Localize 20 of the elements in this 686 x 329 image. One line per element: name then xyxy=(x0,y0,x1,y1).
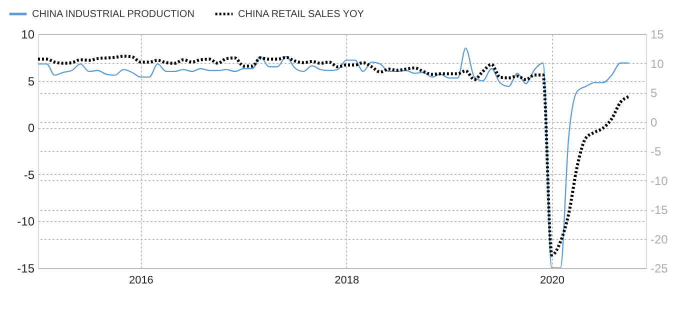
y-tick-label: -10 xyxy=(17,214,35,229)
y2-tick-label: 0 xyxy=(650,115,658,130)
y-tick-label: 0 xyxy=(28,121,35,136)
x-tick-label: 2016 xyxy=(128,274,154,286)
y-tick-label: 5 xyxy=(28,74,35,88)
y-tick-label: -5 xyxy=(24,168,35,182)
y2-tick-label: -25 xyxy=(650,262,668,276)
x-tick-label: 2018 xyxy=(334,274,360,286)
y2-tick-label: 10 xyxy=(650,56,664,71)
x-tick-label: 2020 xyxy=(540,274,564,286)
y-tick-label: 10 xyxy=(21,28,35,42)
y2-tick-label: -20 xyxy=(650,232,668,246)
y2-tick-label: -5 xyxy=(650,144,662,158)
y2-tick-label: 15 xyxy=(650,28,664,42)
legend-label: CHINA INDUSTRIAL PRODUCTION xyxy=(32,9,194,20)
y-tick-label: -15 xyxy=(17,262,35,276)
y2-tick-label: 5 xyxy=(650,86,658,100)
legend-label: CHINA RETAIL SALES YOY xyxy=(238,9,364,20)
y2-tick-label: -15 xyxy=(650,203,668,217)
y2-tick-label: -10 xyxy=(650,174,668,188)
